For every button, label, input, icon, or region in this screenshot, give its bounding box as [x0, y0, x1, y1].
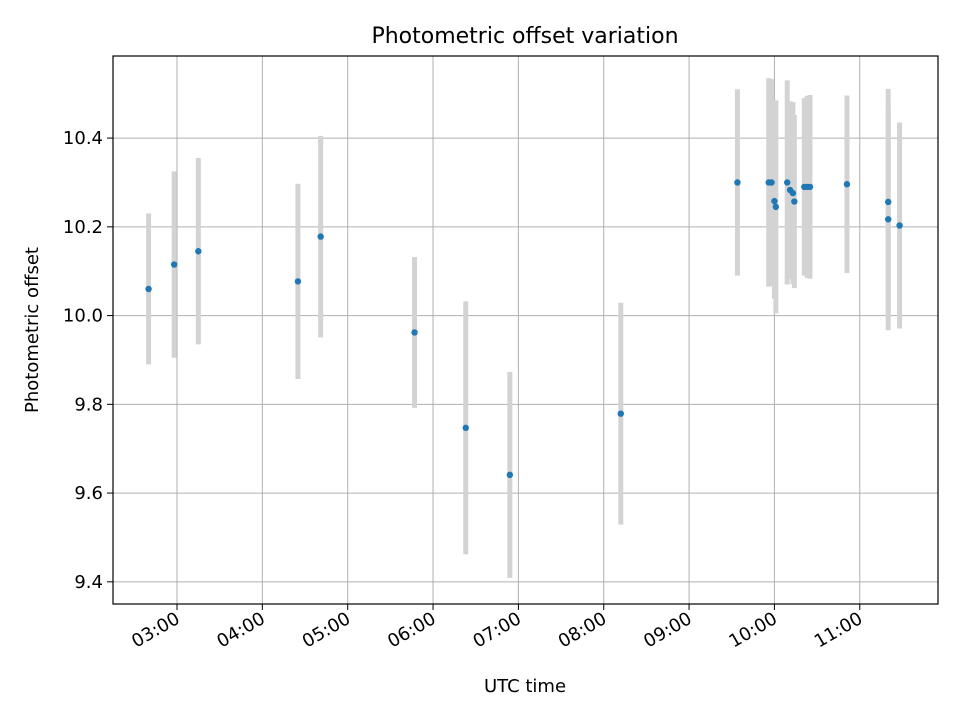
data-point — [195, 248, 202, 255]
data-point — [771, 197, 778, 205]
data-point — [734, 179, 741, 186]
y-tick-label: 10.2 — [63, 217, 103, 238]
plot-area-frame — [112, 55, 939, 605]
y-tick-label: 9.4 — [74, 572, 103, 593]
data-point — [506, 471, 514, 479]
data-point — [789, 189, 797, 197]
data-point — [462, 424, 469, 432]
data-point — [768, 179, 775, 186]
data-point — [294, 278, 302, 285]
chart-title: Photometric offset variation — [371, 24, 678, 49]
y-axis-ticks: 9.4 9.6 9.8 10.0 10.2 10.4 — [63, 128, 113, 593]
data-point — [170, 261, 178, 268]
data-point — [617, 410, 625, 417]
data-point — [317, 233, 324, 240]
data-point — [843, 181, 851, 188]
grid — [113, 56, 938, 604]
x-axis-label: UTC time — [484, 676, 566, 697]
y-tick-label: 10.4 — [63, 128, 103, 149]
data-point — [411, 329, 418, 336]
y-tick-label: 9.6 — [74, 483, 103, 504]
data-point — [145, 285, 152, 293]
data-point — [806, 183, 814, 191]
data-point — [772, 203, 780, 211]
y-axis-label: Photometric offset — [22, 247, 43, 413]
data-point — [885, 216, 892, 223]
data-points — [145, 179, 903, 479]
y-tick-label: 9.8 — [74, 394, 103, 415]
y-tick-label: 10.0 — [63, 306, 103, 327]
data-point — [896, 222, 903, 229]
data-point — [784, 179, 791, 186]
data-point — [791, 198, 798, 205]
data-point — [885, 198, 892, 206]
